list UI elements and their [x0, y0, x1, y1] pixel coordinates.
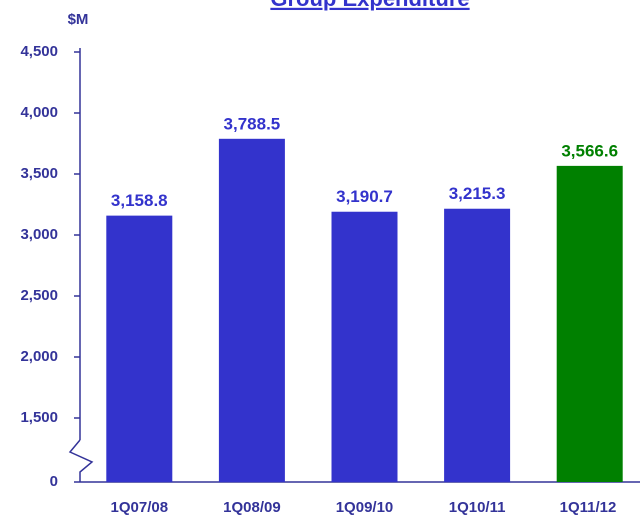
bar	[106, 215, 173, 482]
value-label: 3,788.5	[224, 114, 281, 133]
x-tick-label: 1Q09/10	[336, 499, 394, 516]
bar	[556, 165, 623, 482]
y-tick-label: 4,500	[20, 43, 58, 60]
x-tick-label: 1Q10/11	[449, 499, 506, 516]
y-tick-label: 2,500	[20, 287, 58, 304]
x-tick-label: 1Q08/09	[223, 499, 281, 516]
bar	[331, 211, 398, 482]
value-label: 3,566.6	[561, 141, 618, 160]
axis-break	[68, 439, 94, 482]
y-tick-label: 4,000	[20, 104, 58, 121]
y-tick-label: 3,500	[20, 165, 58, 182]
x-tick-label: 1Q07/08	[111, 499, 169, 516]
bar	[444, 208, 511, 482]
x-tick-label: 1Q11/12	[560, 499, 617, 516]
y-tick-label: 1,500	[20, 409, 58, 426]
value-label: 3,158.8	[111, 191, 168, 210]
y-tick-label: 2,000	[20, 348, 58, 365]
y-axis-label: $M	[68, 11, 89, 28]
y-tick-label: 0	[50, 473, 58, 490]
y-tick-label: 3,000	[20, 226, 58, 243]
value-label: 3,215.3	[449, 184, 506, 203]
chart-title: Group Expenditure	[270, 0, 469, 11]
bar	[218, 138, 285, 483]
value-label: 3,190.7	[336, 187, 393, 206]
